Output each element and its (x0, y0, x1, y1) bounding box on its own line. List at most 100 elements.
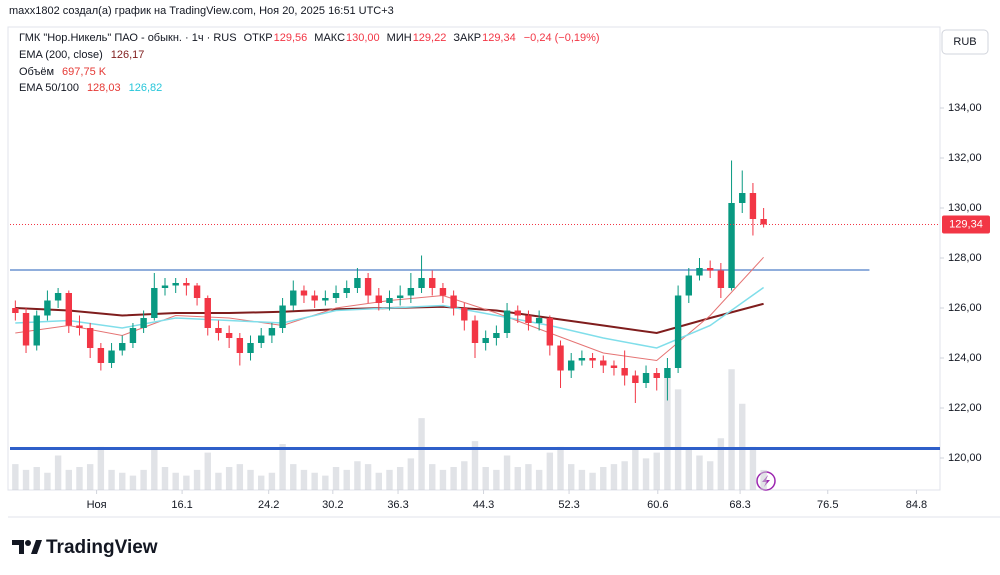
volume-bar (268, 472, 276, 490)
change-label: −0,24 (−0,19%) (523, 32, 600, 44)
ohlc-value: 130,00 (346, 32, 380, 44)
x-tick-label: 24.2 (258, 499, 279, 511)
candle-body (311, 295, 318, 301)
candle-body (161, 285, 169, 288)
volume-bar (728, 369, 735, 490)
currency-button[interactable] (941, 29, 989, 55)
indicator-name: EMA (200, close) (19, 49, 103, 61)
indicator-value: 126,17 (110, 49, 145, 61)
candle-body (364, 278, 372, 296)
volume-bar (172, 472, 179, 490)
candle-body (728, 203, 735, 288)
last-price-label: 129,34 (949, 218, 983, 230)
candle-body (65, 293, 72, 326)
candle-body (290, 290, 297, 306)
candle-body (386, 298, 393, 303)
x-tick-label: 68.3 (729, 499, 750, 511)
volume-bar (354, 461, 361, 490)
candle-body (225, 333, 233, 338)
candle-body (749, 193, 757, 219)
candle-body (44, 300, 51, 316)
candle-body (236, 338, 244, 353)
last-price-box (942, 215, 990, 234)
volume-bar (151, 449, 158, 490)
ohlc-value: 129,22 (412, 32, 447, 44)
candle-body (653, 373, 660, 378)
volume-bar (514, 467, 521, 490)
volume-bar (396, 467, 404, 490)
volume-bar (140, 469, 147, 490)
volume-bar (429, 464, 436, 490)
candle-body (471, 320, 479, 343)
volume-bar (33, 467, 40, 490)
candle-body (108, 350, 115, 363)
candle-body (610, 365, 618, 368)
candle-body (578, 358, 586, 361)
volume-bar (674, 389, 682, 490)
volume-bar (600, 467, 607, 490)
ohlc-label: МИН (386, 32, 412, 44)
volume-bar (407, 458, 415, 490)
volume-bar (225, 467, 233, 490)
ema-legend: EMA 50/100 128,03 126,82 (18, 82, 169, 94)
indicator-value: 128,03 (86, 82, 121, 94)
candle-body (493, 333, 500, 338)
volume-bar (653, 452, 660, 490)
candle-body (279, 305, 286, 328)
candle-body (621, 368, 628, 376)
brand-name: TradingView (46, 537, 158, 558)
x-tick-label: 60.6 (647, 499, 668, 511)
volume-value: 697,75 K (62, 66, 107, 78)
logo-dot (25, 540, 31, 546)
x-tick-label: 36.3 (387, 499, 408, 511)
candle-body (632, 375, 639, 383)
volume-bar (236, 464, 244, 490)
volume-bar (97, 446, 105, 490)
candle-body (183, 283, 190, 286)
volume-bar (546, 452, 554, 490)
candle-body (557, 345, 564, 371)
currency-label[interactable]: RUB (953, 36, 976, 48)
volume-bar (632, 449, 639, 490)
candle-body (151, 288, 158, 318)
volume-bar (12, 464, 19, 490)
volume-bar (300, 469, 308, 490)
candle-body (674, 295, 682, 368)
candle-body (140, 318, 147, 328)
volume-bar (450, 467, 457, 490)
candle-body (685, 275, 692, 296)
x-tick-label: 84.8 (906, 499, 927, 511)
volume-bar (86, 464, 94, 490)
symbol-title: ГМК "Нор.Никель" ПАО - обыкн. · 1ч · RUS (19, 32, 237, 44)
candle-body (706, 268, 714, 271)
candle-body (407, 288, 415, 296)
candle-body (535, 318, 543, 323)
volume-bar (364, 464, 372, 490)
brand-logo (12, 540, 42, 554)
volume-bar (493, 469, 500, 490)
plot-border (7, 26, 941, 491)
volume-bar (525, 464, 532, 490)
volume-bar (193, 469, 201, 490)
volume-bar (119, 472, 126, 490)
candle-body (172, 283, 179, 286)
volume-bar (386, 469, 393, 490)
y-tick-label: 120,00 (948, 452, 982, 464)
logo-mark (12, 540, 24, 554)
candle-body (642, 373, 650, 383)
candle-body (717, 270, 725, 288)
ema200-legend: EMA (200, close) 126,17 (18, 49, 151, 61)
candle-body (258, 335, 265, 343)
volume-bar (311, 472, 318, 490)
volume-bar (471, 441, 479, 490)
symbol-legend: ГМК "Нор.Никель" ПАО - обыкн. · 1ч · RUS… (18, 32, 607, 44)
volume-bar (589, 472, 596, 490)
volume-bar (739, 403, 746, 490)
volume-bar (706, 461, 714, 490)
candle-body (461, 308, 468, 321)
volume-bar (535, 469, 543, 490)
volume-bar (439, 469, 447, 490)
volume-bar (129, 475, 137, 490)
ohlc-label: МАКС (314, 32, 346, 44)
candle-body (514, 310, 521, 316)
